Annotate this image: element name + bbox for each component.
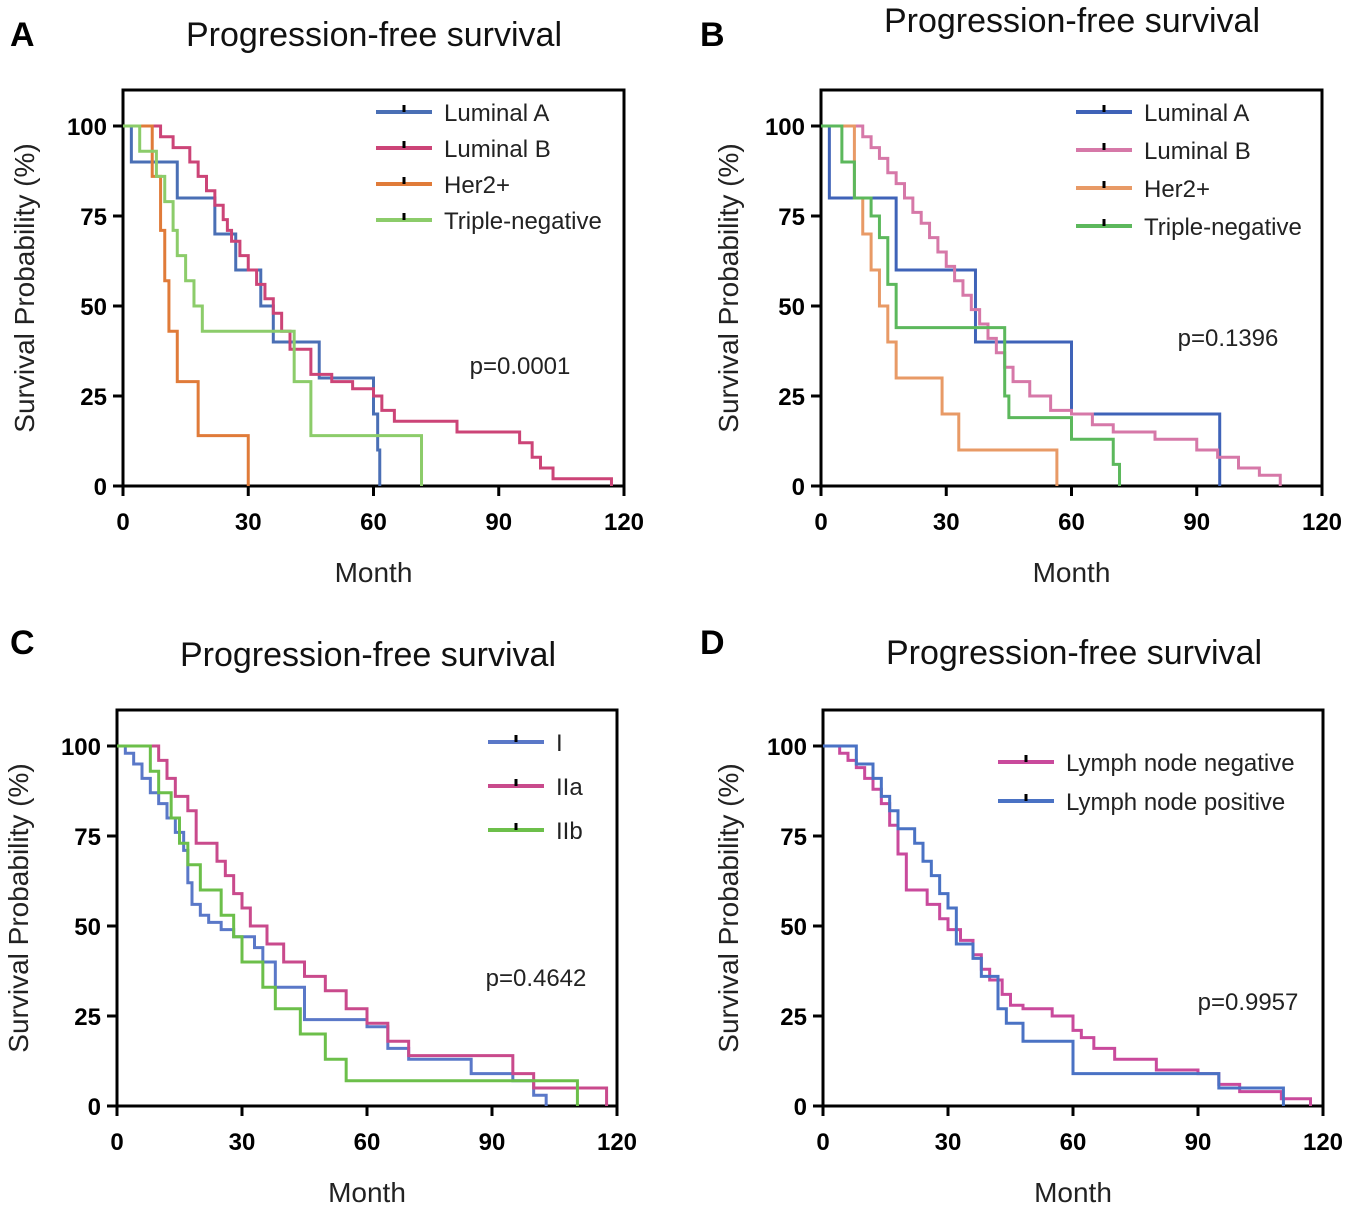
x-tick-label: 0	[116, 509, 129, 536]
y-axis-title: Survival Probability (%)	[9, 143, 40, 432]
x-axis-title: Month	[1033, 557, 1111, 588]
y-tick-label: 75	[74, 824, 101, 851]
x-axis-title: Month	[328, 1177, 406, 1208]
y-tick-label: 75	[778, 204, 805, 231]
y-tick-label: 50	[780, 914, 807, 941]
legend-label: Luminal A	[444, 100, 549, 127]
x-tick-label: 60	[1060, 1129, 1087, 1156]
legend: Luminal A Luminal B Her2+ Triple-negative	[1076, 100, 1302, 241]
x-tick-label: 90	[485, 509, 512, 536]
chart-panel-a: A Progression-free survival 0 25 50 75 100 0 30 6…	[9, 16, 644, 588]
x-tick-label: 90	[479, 1129, 506, 1156]
chart-title: Progression-free survival	[886, 634, 1262, 672]
y-tick-label: 100	[61, 734, 101, 761]
p-value-annotation: p=0.4642	[486, 965, 587, 992]
survival-curve-3	[821, 124, 1059, 486]
y-tick-label: 100	[765, 114, 805, 141]
y-tick-label: 50	[74, 914, 101, 941]
x-tick-label: 0	[816, 1129, 829, 1156]
y-axis-title: Survival Probability (%)	[3, 763, 34, 1052]
survival-curve-1	[821, 124, 1222, 486]
curves	[123, 124, 613, 486]
p-value-annotation: p=0.0001	[470, 353, 571, 380]
x-tick-label: 120	[1303, 1129, 1343, 1156]
y-tick-label: 25	[74, 1004, 101, 1031]
y-tick-label: 25	[778, 384, 805, 411]
chart-panel-c: C Progression-free survival 0 25 50 75 100 0 30 6…	[3, 624, 637, 1208]
legend-label: IIa	[556, 774, 583, 801]
panel-letter: B	[700, 16, 725, 54]
legend-label: Luminal B	[444, 136, 551, 163]
chart-title: Progression-free survival	[186, 16, 562, 54]
survival-curve-2	[823, 744, 1285, 1106]
survival-curve-3	[117, 744, 579, 1106]
x-tick-label: 0	[814, 509, 827, 536]
chart-panel-d: D Progression-free survival 0 25 50 75 100 0 30 6…	[700, 624, 1343, 1208]
y-tick-label: 100	[767, 734, 807, 761]
legend-label: Triple-negative	[444, 208, 602, 235]
legend-label: Her2+	[444, 172, 510, 199]
y-tick-label: 0	[792, 474, 805, 501]
legend-label: I	[556, 730, 563, 757]
chart-panel-b: B Progression-free survival 0 25 50 75 100 0 30 6…	[700, 2, 1342, 588]
survival-curve-1	[117, 744, 548, 1106]
legend-label: Triple-negative	[1144, 214, 1302, 241]
y-tick-label: 50	[80, 294, 107, 321]
x-tick-label: 120	[604, 509, 644, 536]
x-tick-label: 60	[360, 509, 387, 536]
panel-letter: C	[10, 624, 35, 662]
legend-label: IIb	[556, 818, 583, 845]
x-tick-label: 60	[354, 1129, 381, 1156]
survival-curve-1	[123, 124, 382, 486]
x-tick-label: 60	[1058, 509, 1085, 536]
x-tick-label: 30	[935, 1129, 962, 1156]
plot-frame	[115, 708, 619, 1108]
legend-label: Lymph node negative	[1066, 750, 1295, 777]
y-axis-title: Survival Probability (%)	[713, 763, 744, 1052]
y-tick-label: 50	[778, 294, 805, 321]
y-tick-label: 25	[80, 384, 107, 411]
curves	[823, 744, 1312, 1106]
x-tick-label: 30	[933, 509, 960, 536]
x-tick-label: 30	[235, 509, 262, 536]
survival-curve-2	[117, 744, 609, 1106]
x-tick-label: 0	[110, 1129, 123, 1156]
x-tick-label: 30	[229, 1129, 256, 1156]
y-tick-label: 100	[67, 114, 107, 141]
legend: Lymph node negative Lymph node positive	[998, 750, 1295, 816]
curves	[117, 744, 609, 1106]
y-tick-label: 0	[88, 1094, 101, 1121]
legend-label: Her2+	[1144, 176, 1210, 203]
survival-curve-4	[123, 124, 424, 486]
x-tick-label: 120	[1302, 509, 1342, 536]
x-tick-label: 120	[597, 1129, 637, 1156]
curves	[821, 124, 1282, 486]
survival-curve-3	[123, 124, 250, 486]
legend-label: Luminal B	[1144, 138, 1251, 165]
legend: I IIa IIb	[488, 730, 583, 845]
y-tick-label: 0	[794, 1094, 807, 1121]
survival-curve-4	[821, 124, 1122, 486]
chart-title: Progression-free survival	[180, 636, 556, 674]
survival-curve-2	[123, 124, 613, 486]
y-tick-label: 25	[780, 1004, 807, 1031]
x-axis-title: Month	[335, 557, 413, 588]
y-tick-label: 75	[80, 204, 107, 231]
y-axis-title: Survival Probability (%)	[713, 143, 744, 432]
panel-letter: D	[700, 624, 725, 662]
y-tick-label: 75	[780, 824, 807, 851]
p-value-annotation: p=0.9957	[1198, 989, 1299, 1016]
legend: Luminal A Luminal B Her2+ Triple-negative	[376, 100, 602, 235]
survival-curve-2	[821, 124, 1282, 486]
legend-label: Lymph node positive	[1066, 789, 1285, 816]
chart-title: Progression-free survival	[884, 2, 1260, 40]
x-tick-label: 90	[1185, 1129, 1212, 1156]
x-tick-label: 90	[1183, 509, 1210, 536]
panel-letter: A	[10, 16, 35, 54]
legend-label: Luminal A	[1144, 100, 1249, 127]
x-axis-title: Month	[1034, 1177, 1112, 1208]
p-value-annotation: p=0.1396	[1178, 325, 1279, 352]
y-tick-label: 0	[94, 474, 107, 501]
